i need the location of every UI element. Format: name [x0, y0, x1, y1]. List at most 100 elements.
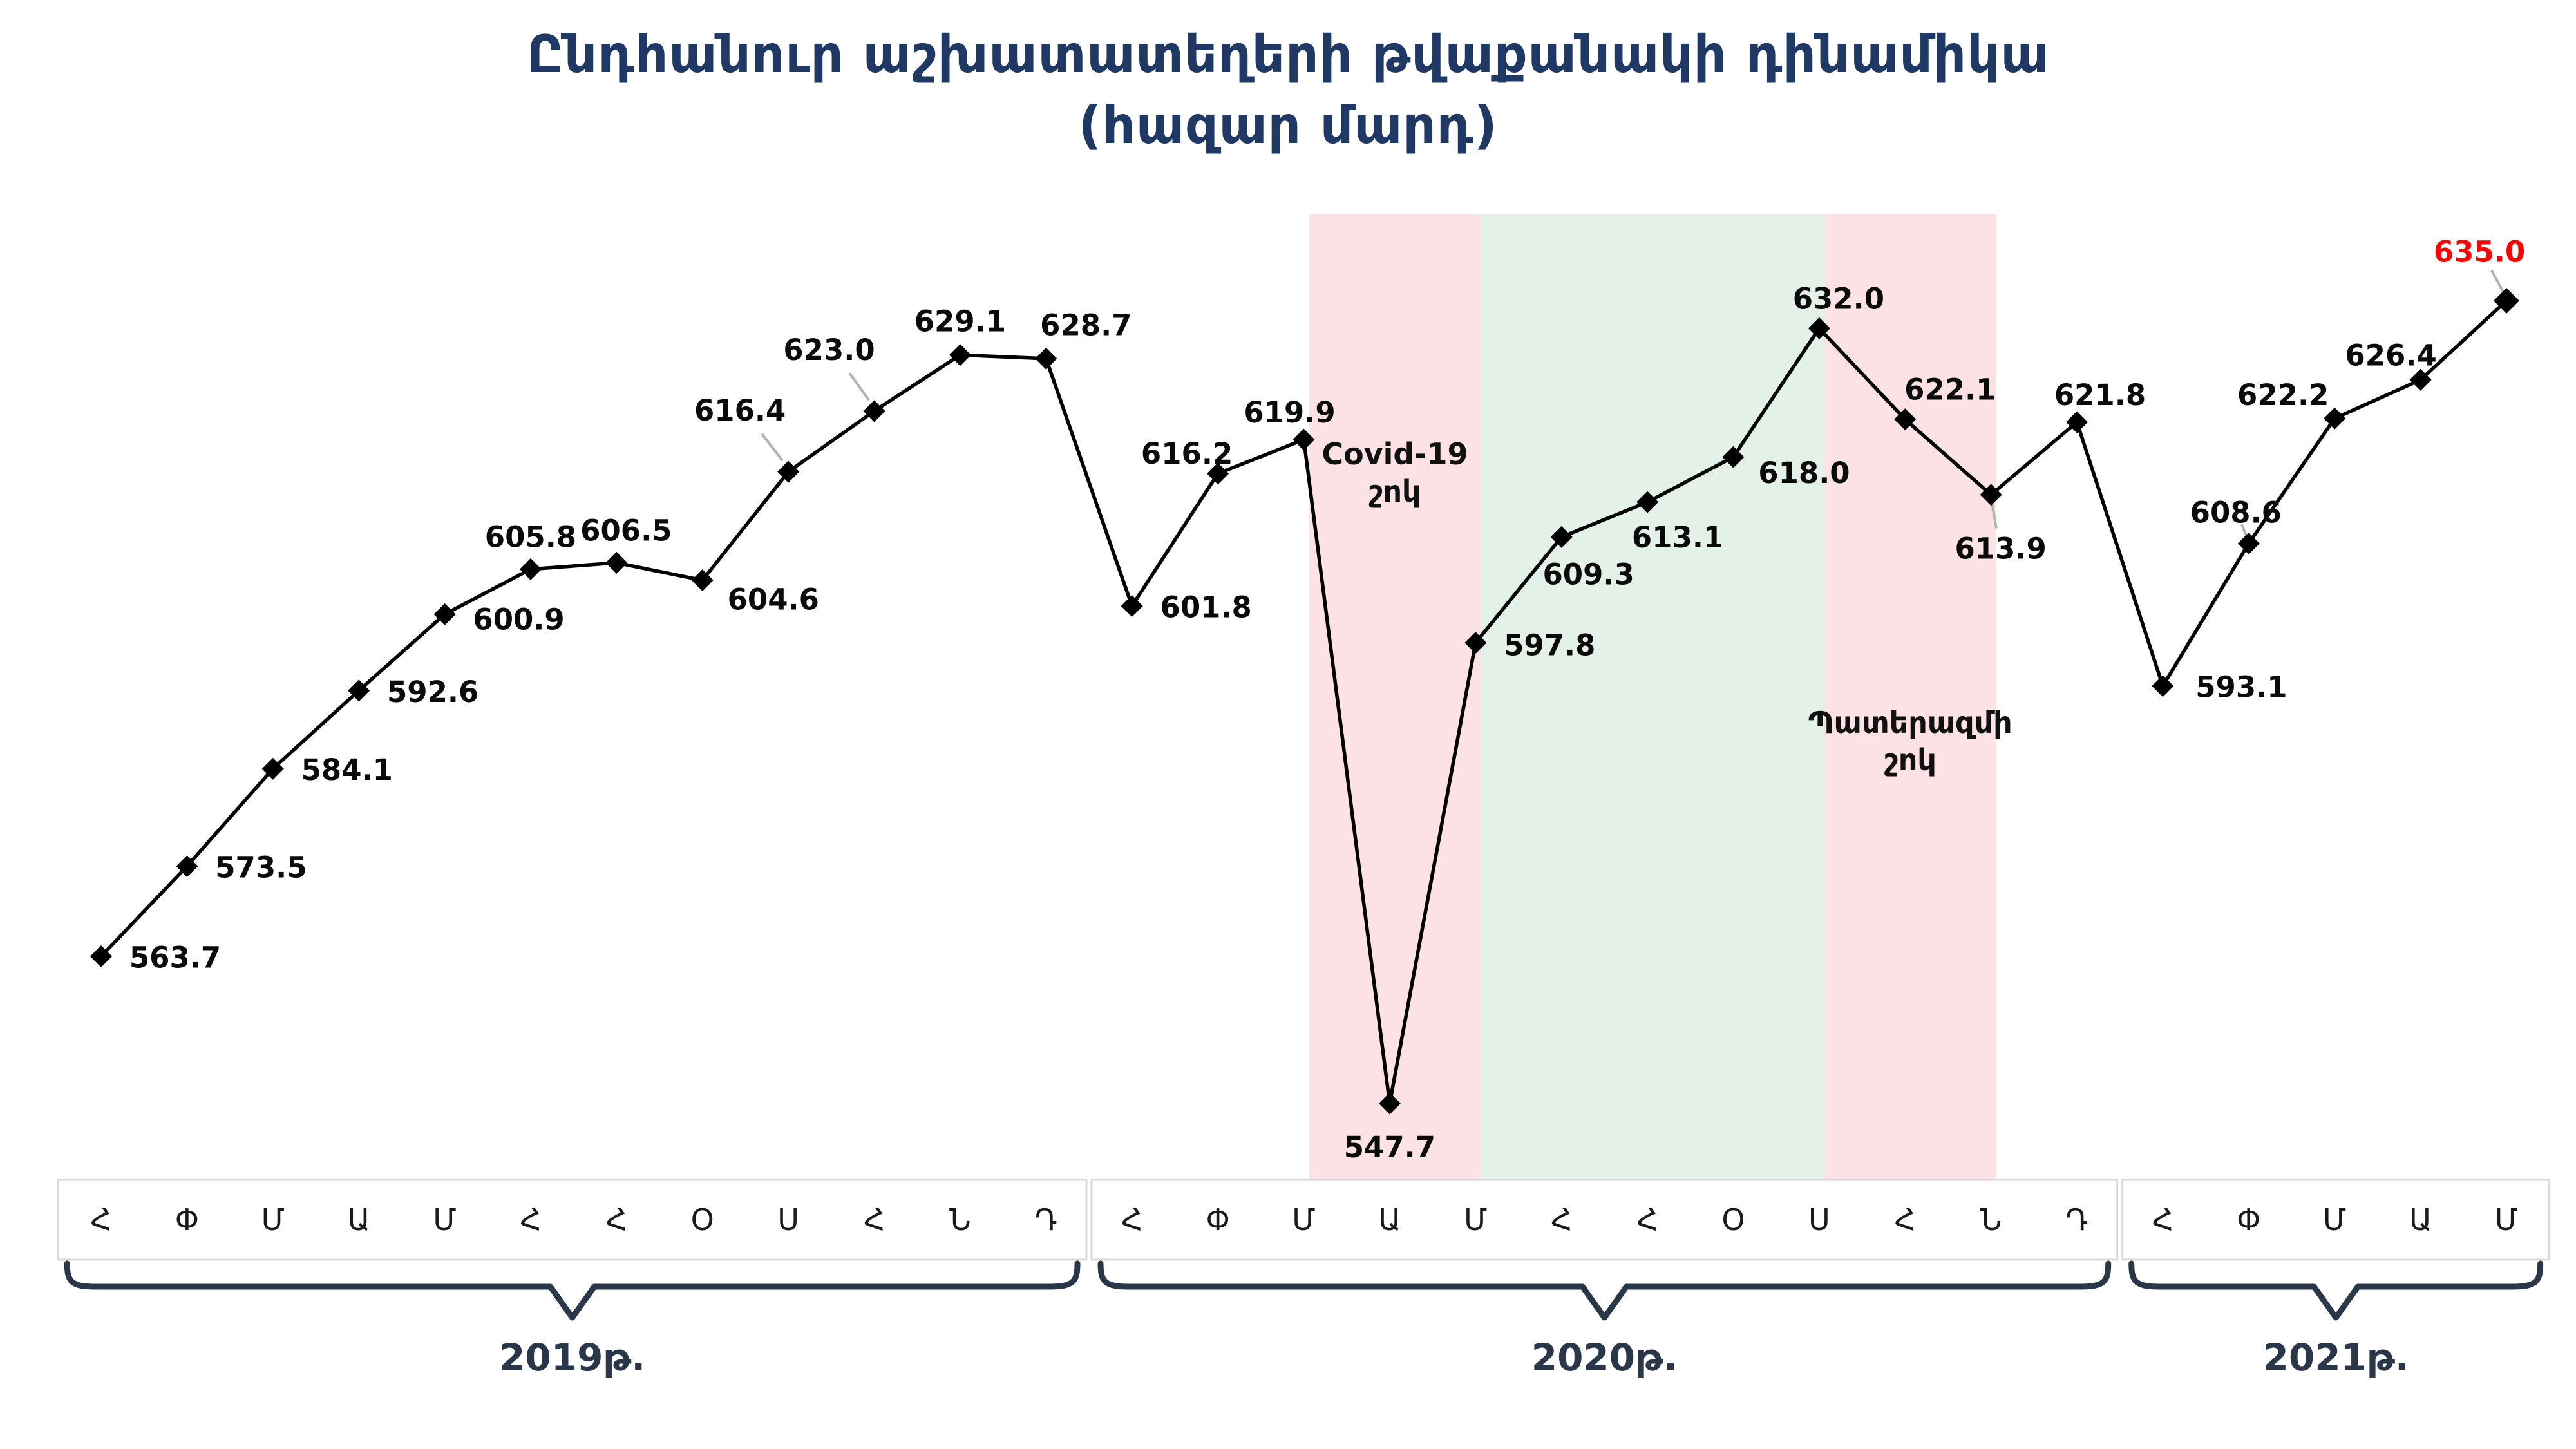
chart-title-line2: (հազար մարդ) — [1078, 95, 1498, 155]
data-label-608.6: 608.6 — [2190, 495, 2282, 529]
data-label-600.9: 600.9 — [473, 602, 564, 636]
data-marker-2021-Փ-608.6 — [2237, 532, 2260, 554]
covid-shock-band — [1309, 214, 1481, 1180]
month-tick-2019թ.-10: Հ — [864, 1202, 885, 1237]
data-label-618.0: 618.0 — [1758, 456, 1850, 490]
data-label-593.1: 593.1 — [2195, 670, 2287, 705]
year-label-2021թ.: 2021թ. — [2263, 1336, 2409, 1379]
label-leader-line — [2490, 269, 2505, 293]
month-tick-2021թ.-3: Մ — [2323, 1202, 2346, 1237]
month-tick-2020թ.-11: Ն — [1980, 1202, 2002, 1237]
month-tick-2021թ.-1: Հ — [2152, 1202, 2174, 1237]
data-marker-2019-Փ-573.5 — [176, 855, 198, 878]
data-marker-2019-Օ-604.6 — [691, 569, 714, 592]
covid-annotation-line1: Covid-19 — [1321, 437, 1468, 471]
year-bracket-2021թ. — [2128, 1260, 2544, 1321]
month-tick-2019թ.-5: Մ — [433, 1202, 456, 1237]
month-tick-2020թ.-10: Հ — [1895, 1202, 1916, 1237]
month-axis-box-2019թ. — [57, 1179, 1088, 1261]
data-marker-2020-Հ-609.3 — [1550, 526, 1573, 548]
data-label-619.9: 619.9 — [1244, 395, 1335, 430]
data-label-621.8: 621.8 — [2054, 378, 2146, 412]
data-marker-2019-Հ-563.7 — [90, 945, 112, 967]
label-leader-line — [761, 433, 784, 462]
chart-title-line1: Ընդհանուր աշխատատեղերի թվաքանակի դինամիկ… — [526, 24, 2050, 84]
month-tick-2019թ.-12: Դ — [1035, 1202, 1057, 1237]
data-marker-2021-Ա-626.4 — [2409, 368, 2432, 391]
data-label-626.4: 626.4 — [2345, 338, 2436, 372]
data-label-622.2: 622.2 — [2237, 378, 2329, 412]
data-label-635.0: 635.0 — [2434, 234, 2525, 269]
data-label-604.6: 604.6 — [728, 583, 819, 617]
data-marker-2020-Հ-601.8 — [1121, 595, 1143, 618]
month-tick-2020թ.-8: Օ — [1721, 1202, 1745, 1237]
month-tick-2020թ.-3: Մ — [1292, 1202, 1315, 1237]
data-marker-2021-Հ-593.1 — [2152, 675, 2174, 697]
war-shock-band — [1824, 214, 1996, 1180]
recovery-band — [1481, 214, 1824, 1180]
data-label-622.1: 622.1 — [1904, 373, 1996, 407]
data-marker-2020-Ա-547.7 — [1378, 1092, 1401, 1115]
month-tick-2020թ.-9: Ս — [1808, 1202, 1830, 1237]
data-label-616.2: 616.2 — [1141, 437, 1233, 471]
month-tick-2020թ.-12: Դ — [2066, 1202, 2088, 1237]
data-label-601.8: 601.8 — [1160, 591, 1252, 625]
data-label-623.0: 623.0 — [783, 333, 875, 367]
month-tick-2019թ.-1: Հ — [91, 1202, 112, 1237]
month-tick-2020թ.-1: Հ — [1121, 1202, 1142, 1237]
data-marker-2020-Ս-632 — [1808, 317, 1830, 339]
data-marker-2019-Հ-605.8 — [519, 558, 542, 580]
data-marker-2020-Ն-613.9 — [1980, 484, 2002, 506]
month-tick-2019թ.-3: Մ — [261, 1202, 285, 1237]
month-tick-2020թ.-4: Ա — [1378, 1202, 1401, 1237]
war-annotation-line2: շոկ — [1884, 743, 1937, 777]
data-label-584.1: 584.1 — [301, 753, 393, 787]
month-tick-2020թ.-7: Հ — [1637, 1202, 1658, 1237]
month-tick-2019թ.-8: Օ — [691, 1202, 714, 1237]
data-label-616.4: 616.4 — [694, 393, 786, 428]
month-tick-2020թ.-6: Հ — [1551, 1202, 1572, 1237]
data-marker-2020-Հ-613.1 — [1636, 491, 1659, 513]
label-leader-line — [848, 372, 870, 401]
data-label-613.1: 613.1 — [1632, 520, 1723, 554]
month-tick-2019թ.-9: Ս — [777, 1202, 799, 1237]
data-label-573.5: 573.5 — [215, 851, 307, 885]
year-label-2019թ.: 2019թ. — [499, 1336, 645, 1379]
month-tick-2019թ.-11: Ն — [949, 1202, 971, 1237]
data-marker-2019-Դ-628.7 — [1035, 347, 1057, 370]
data-marker-2019-Հ-623 — [863, 400, 886, 422]
month-axis-box-2020թ. — [1090, 1179, 2119, 1261]
month-tick-2021թ.-5: Մ — [2495, 1202, 2518, 1237]
month-tick-2019թ.-4: Ա — [348, 1202, 370, 1237]
month-tick-2019թ.-2: Փ — [175, 1202, 199, 1237]
data-label-547.7: 547.7 — [1344, 1130, 1435, 1164]
data-label-609.3: 609.3 — [1543, 557, 1634, 591]
month-tick-2021թ.-4: Ա — [2409, 1202, 2432, 1237]
month-tick-2020թ.-2: Փ — [1206, 1202, 1229, 1237]
covid-annotation-line2: շոկ — [1368, 474, 1421, 509]
data-label-632.0: 632.0 — [1793, 281, 1884, 316]
data-marker-2021-Մ-622.2 — [2324, 407, 2346, 430]
data-marker-2020-Դ-621.8 — [2066, 411, 2088, 433]
data-marker-2020-Մ-597.8 — [1464, 632, 1487, 654]
war-annotation-line1: Պատերազմի — [1808, 705, 2012, 740]
data-marker-2020-Հ-622.1 — [1894, 408, 1917, 431]
data-marker-2020-Փ-616.2 — [1207, 462, 1229, 485]
data-label-605.8: 605.8 — [485, 520, 576, 554]
data-marker-2019-Ա-592.6 — [348, 679, 370, 702]
month-tick-2021թ.-2: Փ — [2237, 1202, 2260, 1237]
data-marker-2020-Մ-619.9 — [1293, 428, 1315, 451]
data-label-592.6: 592.6 — [387, 675, 478, 709]
data-marker-2020-Օ-618 — [1722, 446, 1745, 468]
month-tick-2019թ.-6: Հ — [520, 1202, 541, 1237]
month-tick-2020թ.-5: Մ — [1464, 1202, 1487, 1237]
data-label-628.7: 628.7 — [1040, 308, 1132, 342]
data-label-606.5: 606.5 — [580, 513, 672, 547]
data-label-613.9: 613.9 — [1955, 532, 2046, 566]
year-bracket-2019թ. — [64, 1260, 1081, 1321]
label-leader-line — [1991, 504, 1998, 529]
year-bracket-2020թ. — [1097, 1260, 2112, 1321]
month-tick-2019թ.-7: Հ — [606, 1202, 627, 1237]
data-marker-2019-Հ-606.5 — [605, 551, 628, 574]
